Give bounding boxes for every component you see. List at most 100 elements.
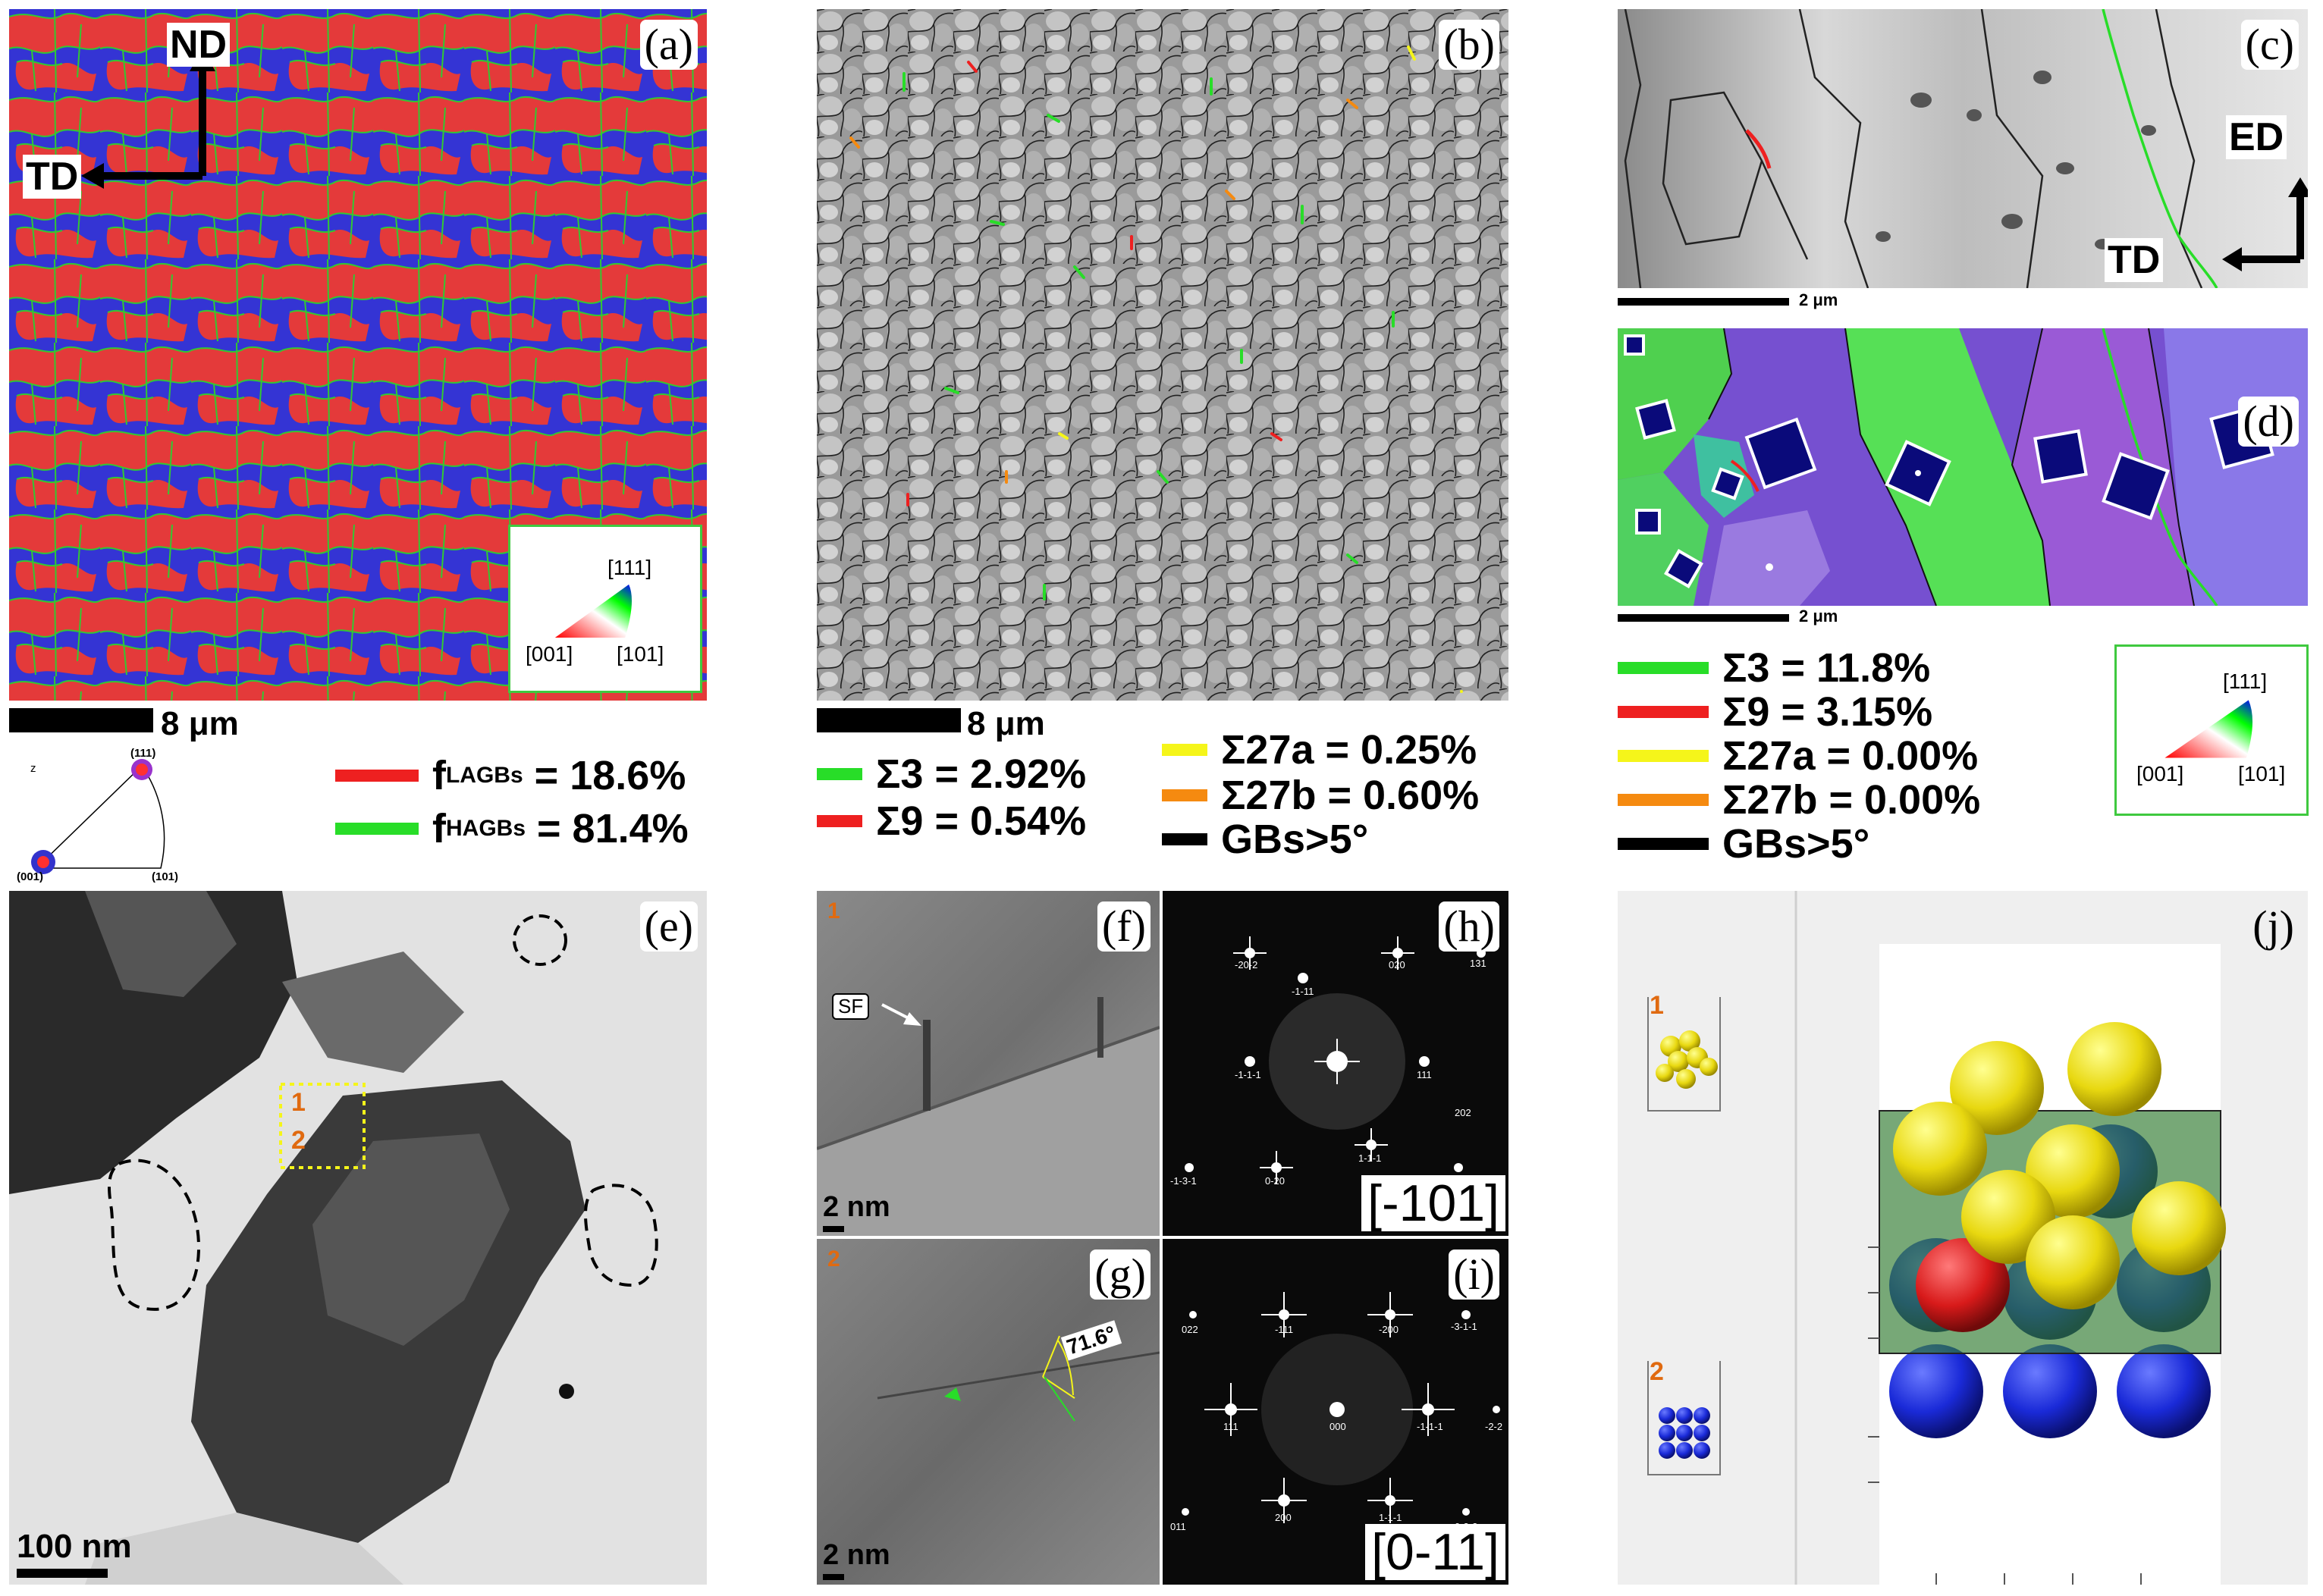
- ipf-d-label-001: [001]: [2136, 762, 2184, 785]
- scale-bar-f: [823, 1226, 844, 1232]
- panel-label-i: (i): [1449, 1250, 1499, 1300]
- panel-h-fft: (h) -20-2 -1-11 020 131 -1-1-1 111 202 -…: [1163, 891, 1508, 1236]
- legend-cd-s27a-text: Σ27a = 0.00%: [1722, 733, 1979, 779]
- fft-i-spot-6: 000: [1329, 1421, 1346, 1432]
- marker-1-j: 1: [1650, 991, 1664, 1020]
- fft-h-spot-7: 202: [1455, 1107, 1471, 1118]
- legend-a-hagbs-sub: HAGBs: [445, 816, 526, 841]
- scale-bar-e: [17, 1569, 108, 1578]
- scale-text-b: 8 μm: [967, 705, 1045, 742]
- legend-b-s27b-text: Σ27b = 0.60%: [1221, 773, 1480, 818]
- scale-text-g: 2 nm: [823, 1539, 890, 1571]
- panel-f-hrtem: (f) 1 SF 2 nm: [817, 891, 1160, 1236]
- scale-text-d: 2 μm: [1799, 607, 1838, 626]
- panel-label-d: (d): [2238, 397, 2299, 447]
- panel-label-e: (e): [639, 901, 698, 952]
- legend-cd-s27b: Σ27b = 0.00%: [1618, 776, 1980, 823]
- legend-b-s3: Σ3 = 2.92%: [817, 751, 1086, 798]
- panel-i-fft: (i) 022 -111 -200 -3-1-1 111 000 -1-1-1 …: [1163, 1239, 1508, 1585]
- legend-a-hagbs: f HAGBs = 81.4%: [335, 805, 689, 852]
- ipf-triangle-d: [2164, 700, 2253, 758]
- panel-j-atomic-model: (j) 1 2: [1618, 891, 2308, 1585]
- pole-label-101: (101): [152, 870, 179, 883]
- pole-label-111: (111): [130, 747, 156, 760]
- ipf-triangle: [554, 584, 633, 638]
- legend-b-gbs: GBs>5°: [1162, 816, 1368, 863]
- panel-label-g: (g): [1090, 1250, 1151, 1300]
- fft-h-spot-9: 0-20: [1265, 1175, 1285, 1187]
- pole-figure-triangle: [31, 759, 165, 874]
- ipf-color-key-d: [111] [001] [101]: [2114, 644, 2309, 816]
- legend-swatch-lagbs: [335, 770, 419, 782]
- legend-cd-s3: Σ3 = 11.8%: [1618, 644, 1930, 691]
- legend-b-s27b: Σ27b = 0.60%: [1162, 772, 1479, 819]
- legend-a-hagbs-value: = 81.4%: [526, 806, 689, 851]
- legend-cd-s3-text: Σ3 = 11.8%: [1722, 645, 1931, 691]
- fft-i-spot-10: 200: [1275, 1512, 1292, 1523]
- legend-a-lagbs-f: f: [432, 753, 446, 798]
- legend-b-s27a: Σ27a = 0.25%: [1162, 726, 1477, 773]
- fft-i-spot-9: 011: [1170, 1521, 1186, 1532]
- marker-1-e: 1: [291, 1088, 306, 1117]
- scale-bar-d: [1618, 614, 1789, 622]
- legend-cd-s9-text: Σ9 = 3.15%: [1722, 689, 1933, 735]
- legend-swatch-b-s9: [817, 815, 862, 827]
- legend-swatch-hagbs: [335, 823, 419, 835]
- legend-cd-gbs-text: GBs>5°: [1722, 821, 1870, 867]
- panel-label-a: (a): [639, 20, 698, 70]
- marker-2-j: 2: [1650, 1357, 1664, 1386]
- panel-e-tem-bright-field: (e) 1 2 100 nm: [9, 891, 707, 1585]
- fft-h-spot-5: -1-1-1: [1235, 1069, 1261, 1080]
- fft-h-spot-1: -20-2: [1235, 959, 1258, 970]
- ipf-d-label-101: [101]: [2238, 762, 2286, 785]
- tem-image-e: [9, 891, 707, 1585]
- legend-cd-s27b-text: Σ27b = 0.00%: [1722, 777, 1981, 823]
- axis-td-label-c: TD: [2105, 238, 2164, 282]
- fft-i-spot-7: -1-1-1: [1417, 1421, 1443, 1432]
- marker-2-g: 2: [827, 1246, 840, 1271]
- fft-h-spot-3: 020: [1389, 959, 1405, 970]
- scale-text-c: 2 μm: [1799, 290, 1838, 309]
- panel-a-ebsd-ipf-map: (a) ND TD [111] [001] [101]: [9, 9, 707, 701]
- marker-1-f: 1: [827, 898, 840, 923]
- legend-b-s27a-text: Σ27a = 0.25%: [1221, 727, 1477, 773]
- legend-b-s9-text: Σ9 = 0.54%: [876, 798, 1087, 844]
- axis-ed-label: ED: [2226, 115, 2287, 159]
- legend-swatch-b-s3: [817, 768, 862, 780]
- fft-i-spot-5: 111: [1223, 1421, 1238, 1432]
- legend-a-lagbs: f LAGBs = 18.6%: [335, 752, 686, 799]
- panel-c-band-contrast: (c) ED TD: [1618, 9, 2308, 288]
- zone-axis-h: [-101]: [1361, 1175, 1505, 1231]
- pole-label-001: (001): [17, 870, 44, 883]
- legend-b-s9: Σ9 = 0.54%: [817, 798, 1086, 845]
- axis-nd-label: ND: [167, 23, 231, 67]
- ipf-orientation-map-d: [1618, 328, 2308, 606]
- legend-b-gbs-text: GBs>5°: [1221, 817, 1369, 862]
- fft-i-spot-1: 022: [1182, 1324, 1198, 1335]
- ipf-d-label-111: [111]: [2223, 669, 2268, 693]
- legend-b-s3-text: Σ3 = 2.92%: [876, 751, 1087, 797]
- atomic-model-scene: [1647, 891, 2226, 1585]
- fft-h-spot-2: -1-11: [1292, 986, 1314, 997]
- sf-label: SF: [832, 993, 870, 1020]
- fft-h-spot-10: 1-1-1: [1358, 1152, 1382, 1164]
- band-contrast-image: [1618, 9, 2308, 288]
- fft-h-spot-6: 111: [1417, 1069, 1432, 1080]
- scale-bar-b: [817, 708, 961, 732]
- marker-2-e: 2: [291, 1126, 306, 1155]
- scale-bar-c: [1618, 298, 1789, 306]
- fft-h-spot-8: -1-3-1: [1170, 1175, 1197, 1187]
- panel-label-j: (j): [2248, 901, 2299, 952]
- legend-swatch-cd-s27b: [1618, 794, 1709, 806]
- legend-cd-s27a: Σ27a = 0.00%: [1618, 732, 1978, 779]
- legend-swatch-cd-gbs: [1618, 838, 1709, 850]
- fft-i-spot-3: -200: [1379, 1324, 1399, 1335]
- fft-i-spot-4: -3-1-1: [1451, 1321, 1477, 1332]
- scale-text-a: 8 μm: [161, 705, 239, 742]
- sf-arrow: [881, 1003, 921, 1026]
- fft-i-spot-8: -2-2: [1485, 1421, 1503, 1432]
- panel-label-f: (f): [1097, 901, 1151, 952]
- zone-axis-i: [0-11]: [1365, 1524, 1505, 1580]
- fft-h-spot-4: 131: [1470, 958, 1486, 969]
- legend-swatch-b-s27b: [1162, 789, 1207, 801]
